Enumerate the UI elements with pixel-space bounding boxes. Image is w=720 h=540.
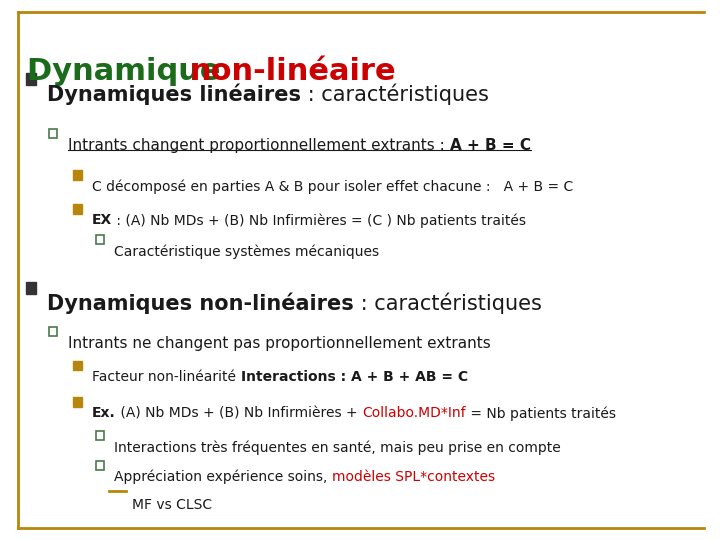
Text: : (A) Nb MDs + (B) Nb Infirmières = (C ) Nb patients traités: : (A) Nb MDs + (B) Nb Infirmières = (C )… [112,213,526,228]
Bar [26,73,36,85]
Bar [96,431,104,440]
Bar [73,170,82,180]
Text: Interactions : A + B + AB = C: Interactions : A + B + AB = C [240,370,468,384]
Text: non-linéaire: non-linéaire [189,57,396,86]
Text: C décomposé en parties A & B pour isoler effet chacune :   A + B = C: C décomposé en parties A & B pour isoler… [92,179,573,194]
Text: MF vs CLSC: MF vs CLSC [132,498,212,512]
Bar [73,204,82,214]
Text: modèles SPL*contextes: modèles SPL*contextes [331,470,495,484]
Text: Caractéristique systèmes mécaniques: Caractéristique systèmes mécaniques [114,244,379,259]
Bar [49,327,57,336]
Bar [96,235,104,244]
Text: = Nb patients traités: = Nb patients traités [466,406,616,421]
Text: (A) Nb MDs + (B) Nb Infirmières +: (A) Nb MDs + (B) Nb Infirmières + [116,406,362,420]
Text: EX: EX [92,213,112,227]
Text: Facteur non-linéarité: Facteur non-linéarité [92,370,240,384]
Text: Intrants changent proportionnellement extrants :: Intrants changent proportionnellement ex… [68,138,450,153]
Bar [73,397,82,407]
Bar [26,282,36,294]
Text: Dynamiques non-linéaires: Dynamiques non-linéaires [47,293,354,314]
Text: : caractéristiques: : caractéristiques [301,84,489,105]
Text: Dynamiques linéaires: Dynamiques linéaires [47,84,301,105]
Text: Intrants ne changent pas proportionnellement extrants: Intrants ne changent pas proportionnelle… [68,336,491,351]
Bar [73,361,82,370]
Text: Interactions très fréquentes en santé, mais peu prise en compte: Interactions très fréquentes en santé, m… [114,440,560,455]
Bar [96,461,104,470]
Text: Collabo.MD*Inf: Collabo.MD*Inf [362,406,466,420]
Bar [49,129,57,138]
Text: A + B = C: A + B = C [450,138,531,153]
Text: Ex.: Ex. [92,406,116,420]
Text: Dynamique: Dynamique [27,57,232,86]
Text: : caractéristiques: : caractéristiques [354,293,541,314]
Text: Appréciation expérience soins,: Appréciation expérience soins, [114,470,331,484]
